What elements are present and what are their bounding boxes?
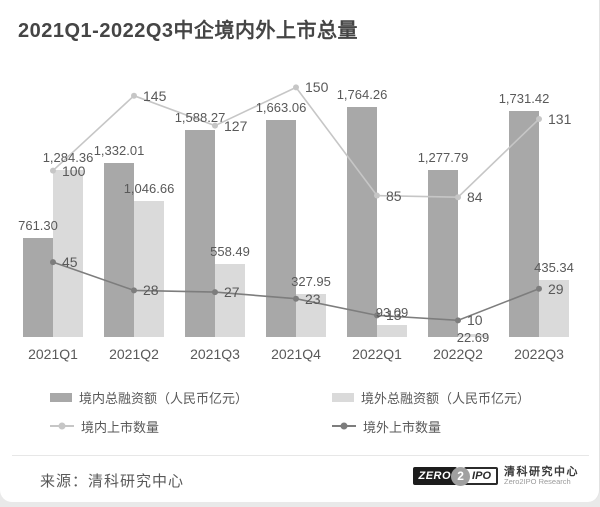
line-marker-swatch-icon [50, 422, 74, 430]
line-marker-icon [374, 192, 380, 199]
legend-label-overseas-amount: 境外总融资额（人民币亿元） [361, 390, 531, 406]
logo-two-circle-icon: 2 [451, 466, 471, 486]
bar-value-label: 93.09 [375, 304, 409, 320]
bar-value-label: 22.69 [456, 330, 490, 346]
line-marker-icon [455, 194, 461, 201]
legend-item-overseas-count: 境外上市数量 [332, 417, 441, 435]
line-value-label: 13 [386, 307, 402, 324]
line-marker-icon [293, 84, 299, 91]
combo-chart: 761.30 1,332.01 1,588.27 1,663.06 1,764.26 1,… [18, 79, 574, 362]
bar-value-label: 1,731.42 [498, 91, 550, 107]
logo-text: 清科研究中心 Zero2IPO Research [504, 466, 579, 486]
line-value-label: 10 [467, 312, 483, 329]
bar-overseas-2022Q2 [458, 334, 488, 337]
line-value-label: 23 [305, 290, 321, 307]
legend-item-domestic-count: 境内上市数量 [50, 417, 159, 435]
bar-value-label: 558.49 [210, 244, 250, 260]
line-value-label: 29 [548, 280, 564, 297]
line-value-label: 127 [224, 117, 248, 134]
bar-value-label: 435.34 [534, 260, 574, 276]
legend-label-domestic-amount: 境内总融资额（人民币亿元） [79, 390, 249, 406]
footer: 来源：清科研究中心 ZERO 2 IPO 清科研究中心 Zero2IPO Res… [12, 455, 589, 501]
line-marker-swatch-icon [332, 422, 356, 430]
bar-domestic-2021Q1 [23, 237, 53, 337]
line-value-label: 150 [305, 79, 329, 96]
bar-domestic-2021Q3 [185, 129, 215, 337]
line-value-label: 27 [224, 284, 240, 301]
source-text: 来源：清科研究中心 [40, 473, 185, 490]
line-marker-icon [212, 122, 218, 129]
line-value-label: 85 [386, 187, 402, 204]
axis-label-2022Q2: 2022Q2 [433, 346, 483, 362]
bar-domestic-2022Q1 [347, 107, 377, 337]
line-marker-icon [374, 312, 380, 319]
bar-value-label: 1,588.27 [174, 109, 226, 125]
line-value-label: 84 [467, 189, 483, 206]
bar-domestic-2021Q2 [104, 163, 134, 337]
bar-swatch-icon [332, 392, 354, 402]
logo-name-cn: 清科研究中心 [504, 466, 579, 478]
zero2ipo-logo: ZERO 2 IPO 清科研究中心 Zero2IPO Research [413, 466, 579, 486]
line-value-label: 45 [62, 254, 78, 271]
bar-overseas-2022Q3 [539, 280, 569, 337]
axis-label-2022Q1: 2022Q1 [352, 346, 402, 362]
axis-label-2022Q3: 2022Q3 [514, 346, 564, 362]
line-marker-icon [50, 167, 56, 174]
line-marker-icon [50, 259, 56, 266]
legend-label-overseas-count: 境外上市数量 [363, 419, 442, 435]
axis-label-2021Q4: 2021Q4 [271, 346, 321, 362]
line-marker-icon [131, 92, 137, 99]
bar-domestic-2021Q4 [266, 120, 296, 337]
legend-item-overseas-amount: 境外总融资额（人民币亿元） [332, 388, 530, 406]
legend-label-domestic-count: 境内上市数量 [81, 419, 160, 435]
bar-value-label: 327.95 [291, 274, 331, 290]
bar-value-label: 1,332.01 [93, 143, 145, 159]
bar-value-label: 1,663.06 [255, 100, 307, 116]
line-marker-icon [536, 285, 542, 292]
bar-overseas-2021Q3 [215, 264, 245, 337]
line-value-label: 100 [62, 162, 86, 179]
bar-value-label: 761.30 [18, 217, 58, 233]
line-marker-icon [212, 289, 218, 296]
bar-overseas-2022Q1 [377, 324, 407, 337]
line-marker-icon [536, 116, 542, 123]
logo-zero-box: ZERO [413, 467, 458, 486]
line-value-label: 131 [548, 111, 572, 128]
line-marker-icon [293, 295, 299, 302]
line-marker-icon [131, 287, 137, 294]
line-value-label: 28 [143, 282, 159, 299]
line-series-layer [50, 84, 542, 324]
line-marker-icon [455, 317, 461, 324]
logo-name-en: Zero2IPO Research [504, 477, 571, 487]
chart-title: 2021Q1-2022Q3中企境内外上市总量 [18, 20, 359, 42]
bar-domestic-2022Q3 [509, 111, 539, 337]
bar-value-label: 1,284.36 [42, 149, 94, 165]
legend-item-domestic-amount: 境内总融资额（人民币亿元） [50, 388, 248, 406]
axis-label-2021Q3: 2021Q3 [190, 346, 240, 362]
bar-overseas-2021Q2 [134, 200, 164, 337]
bar-swatch-icon [50, 392, 72, 402]
bar-value-label: 1,046.66 [123, 180, 175, 196]
line-value-label: 145 [143, 87, 167, 104]
axis-label-2021Q1: 2021Q1 [28, 346, 78, 362]
bar-value-label: 1,277.79 [417, 150, 469, 166]
bar-domestic-2022Q2 [428, 170, 458, 337]
bar-value-label: 1,764.26 [336, 87, 388, 102]
bar-overseas-2021Q1 [53, 169, 83, 337]
axis-label-2021Q2: 2021Q2 [109, 346, 159, 362]
